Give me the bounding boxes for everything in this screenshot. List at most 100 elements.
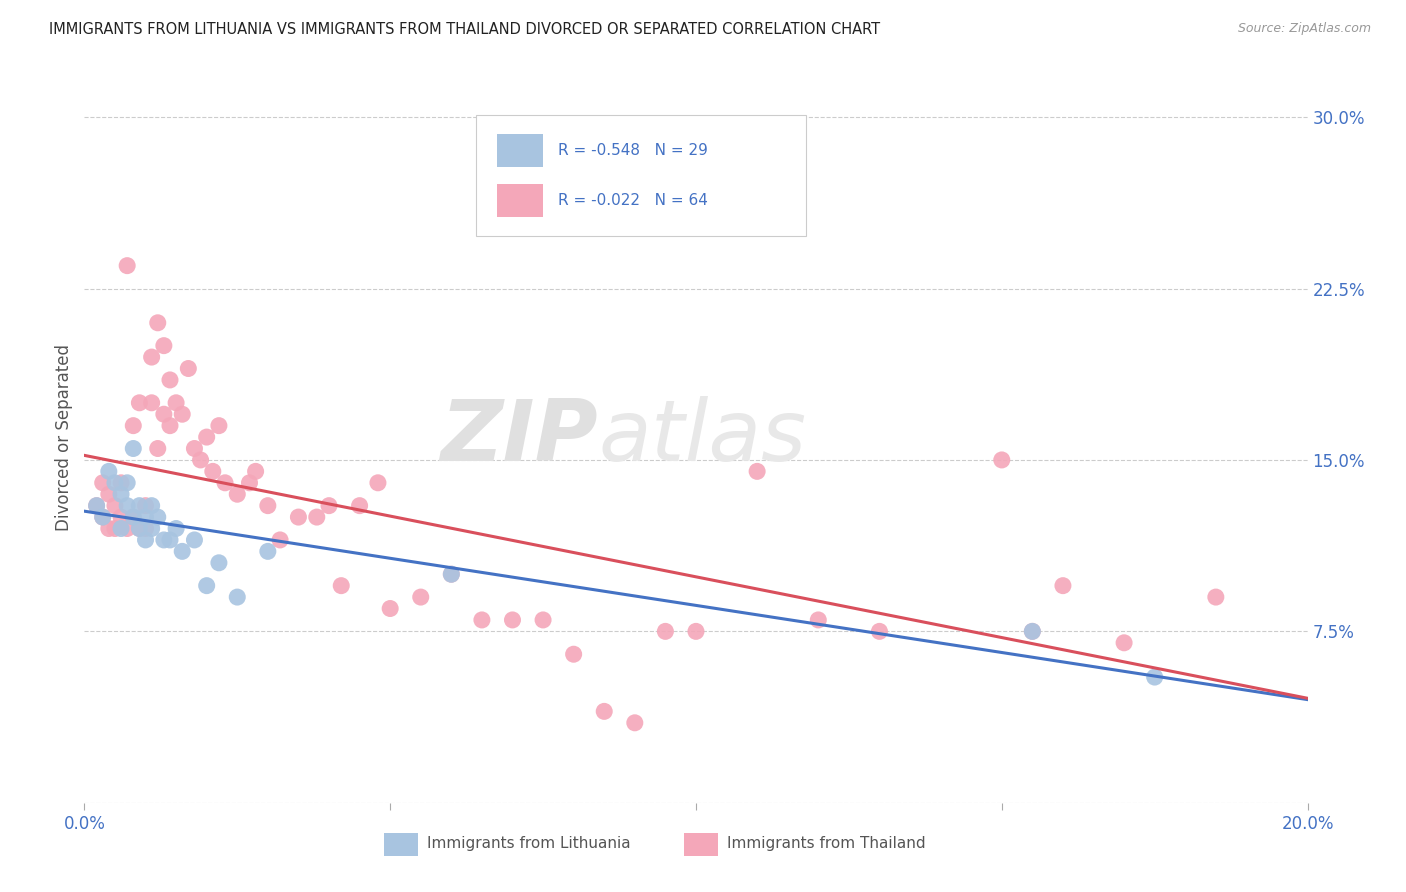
Point (91, 510, 114, 524)
Point (115, 499, 138, 513)
Point (367, 475, 389, 490)
Point (349, 499, 371, 513)
Text: R = -0.022   N = 64: R = -0.022 N = 64 (558, 193, 707, 208)
Point (172, 544, 194, 558)
Point (115, 475, 138, 490)
Point (1143, 670, 1166, 684)
Point (201, 464, 224, 478)
Point (141, 499, 163, 513)
Point (409, 590, 432, 604)
Point (471, 613, 494, 627)
Point (97, 521, 120, 535)
Point (159, 533, 181, 547)
Point (1114, 636, 1136, 650)
Point (257, 499, 280, 513)
Bar (683, 833, 718, 856)
Point (165, 396, 187, 410)
Point (153, 533, 176, 547)
Point (226, 487, 249, 501)
Point (86, 499, 108, 513)
Point (128, 396, 150, 410)
Point (91, 510, 114, 524)
Text: IMMIGRANTS FROM LITHUANIA VS IMMIGRANTS FROM THAILAND DIVORCED OR SEPARATED CORR: IMMIGRANTS FROM LITHUANIA VS IMMIGRANTS … (49, 22, 880, 37)
Text: Immigrants from Lithuania: Immigrants from Lithuania (427, 837, 630, 851)
Point (128, 521, 150, 535)
Point (531, 613, 554, 627)
Point (86, 499, 108, 513)
Point (440, 567, 463, 582)
Point (654, 624, 676, 639)
Point (287, 510, 309, 524)
Point (214, 475, 236, 490)
Text: Source: ZipAtlas.com: Source: ZipAtlas.com (1237, 22, 1371, 36)
Point (146, 442, 169, 456)
Point (208, 418, 231, 433)
Point (122, 510, 145, 524)
Point (146, 316, 169, 330)
Point (128, 499, 150, 513)
Point (135, 510, 157, 524)
Point (502, 613, 524, 627)
Point (153, 338, 176, 352)
Point (104, 475, 127, 490)
Point (141, 396, 163, 410)
Point (1021, 624, 1043, 639)
Point (305, 510, 328, 524)
Point (141, 521, 163, 535)
Point (97, 487, 120, 501)
Point (807, 613, 830, 627)
Point (440, 567, 463, 582)
Point (226, 590, 249, 604)
Point (245, 464, 267, 478)
Y-axis label: Divorced or Separated: Divorced or Separated (55, 343, 73, 531)
Text: Immigrants from Thailand: Immigrants from Thailand (727, 837, 925, 851)
Point (1052, 579, 1074, 593)
Point (195, 579, 218, 593)
Point (183, 533, 205, 547)
Point (104, 499, 127, 513)
Point (104, 521, 127, 535)
Bar (496, 134, 543, 167)
Point (110, 487, 132, 501)
Text: ZIP: ZIP (440, 395, 598, 479)
Point (318, 499, 340, 513)
Point (135, 533, 157, 547)
Point (190, 453, 212, 467)
Point (122, 442, 145, 456)
Point (141, 350, 163, 364)
Point (869, 624, 891, 639)
Point (153, 407, 176, 421)
Point (115, 259, 138, 273)
Point (1205, 590, 1227, 604)
Point (991, 453, 1014, 467)
Point (195, 430, 218, 444)
Text: atlas: atlas (598, 395, 806, 479)
Point (110, 475, 132, 490)
Point (122, 510, 145, 524)
Point (330, 579, 353, 593)
Point (747, 464, 769, 478)
Point (685, 624, 707, 639)
Point (183, 442, 205, 456)
Point (115, 521, 138, 535)
Point (110, 521, 132, 535)
Point (135, 499, 157, 513)
Point (562, 647, 585, 661)
Point (159, 418, 181, 433)
Point (128, 521, 150, 535)
Point (110, 510, 132, 524)
Point (146, 510, 169, 524)
Text: R = -0.548   N = 29: R = -0.548 N = 29 (558, 143, 707, 158)
Point (177, 361, 200, 376)
Bar (384, 833, 419, 856)
Point (165, 521, 187, 535)
Point (1021, 624, 1043, 639)
Point (135, 521, 157, 535)
Point (269, 533, 291, 547)
Bar (496, 184, 543, 217)
Point (257, 544, 280, 558)
Point (91, 475, 114, 490)
Point (97, 464, 120, 478)
FancyBboxPatch shape (475, 115, 806, 235)
Point (593, 705, 616, 719)
